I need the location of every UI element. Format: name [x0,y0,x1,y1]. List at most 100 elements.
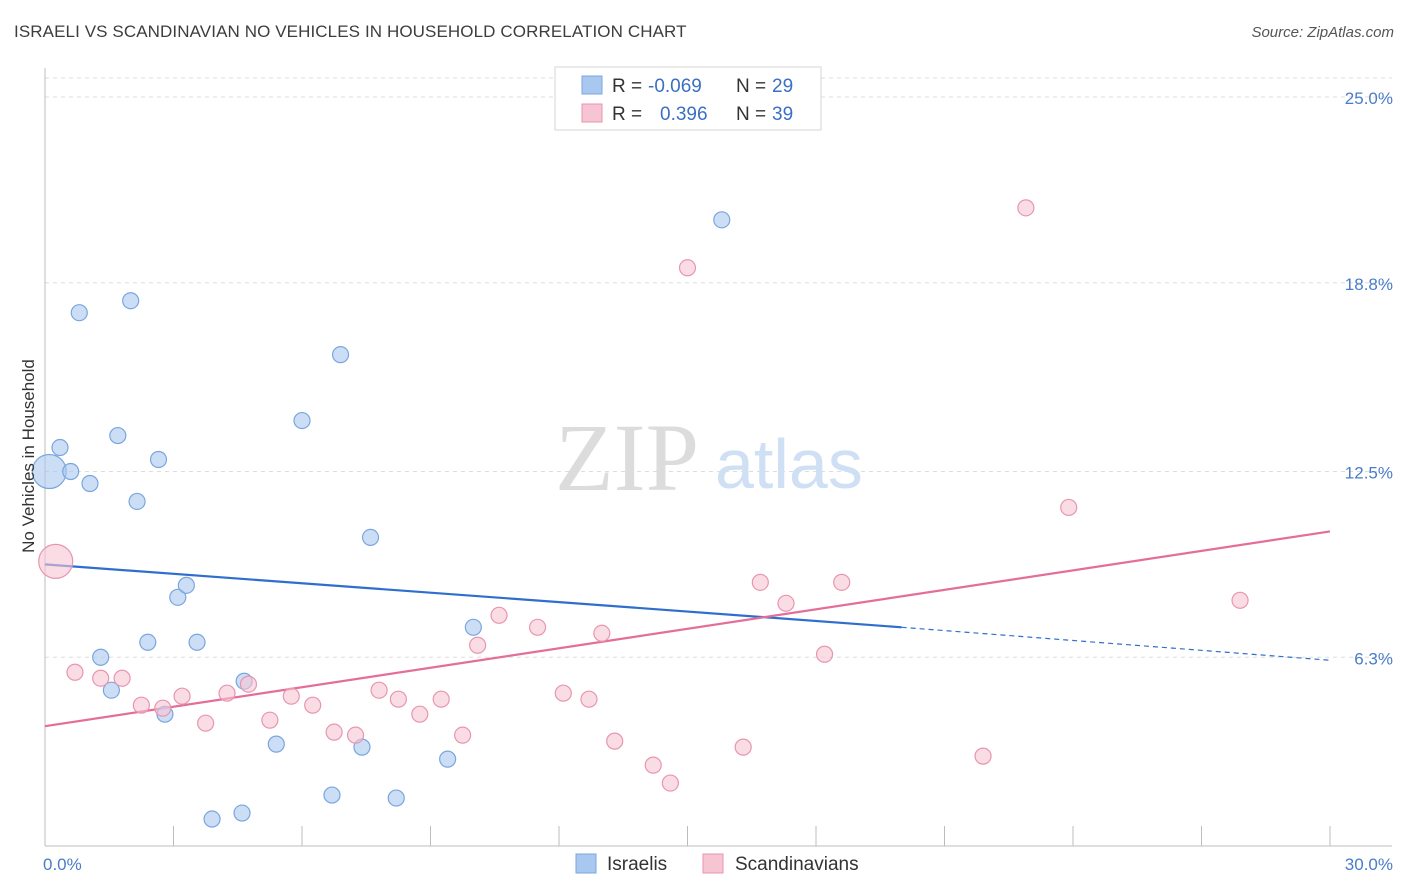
data-point-scandinavians [370,681,388,699]
data-point-israelis [109,426,127,445]
tick-labels: 6.3% 12.5% 18.8% 25.0% 0.0% 30.0% [43,89,1393,874]
bottom-legend: Israelis Scandinavians [575,853,859,875]
legend-r-value-scandinavians: 0.396 [660,104,708,125]
data-point-scandinavians [777,594,795,612]
data-point-scandinavians [346,726,365,744]
data-point-scandinavians [554,684,572,702]
data-point-israelis [387,789,405,807]
data-point-israelis [331,346,350,364]
watermark-zip: ZIP [555,404,699,511]
data-point-israelis [149,450,168,469]
trend-line-scandinavians [44,530,1331,728]
data-point-scandinavians [92,669,110,687]
data-point-scandinavians [661,774,679,792]
data-point-scandinavians [325,723,343,741]
data-point-scandinavians [593,624,611,642]
data-point-scandinavians [38,543,74,579]
data-point-scandinavians [644,756,662,774]
data-point-scandinavians [304,696,322,714]
bottom-legend-scandinavians: Scandinavians [735,854,859,875]
data-point-scandinavians [751,573,769,591]
data-point-israelis [139,633,157,651]
bottom-legend-israelis: Israelis [607,854,667,875]
data-point-scandinavians [528,618,547,636]
data-point-scandinavians [173,687,191,705]
data-point-scandinavians [197,714,215,732]
data-point-scandinavians [454,726,472,744]
data-point-israelis [267,735,285,753]
data-point-scandinavians [113,669,131,687]
data-point-israelis [128,492,146,511]
data-point-israelis [81,474,99,493]
legend-r-label-scandinavians: R = [612,104,642,125]
y-tick-label: 25.0% [1345,89,1393,108]
data-point-scandinavians [734,738,752,756]
data-point-israelis [233,804,251,822]
y-tick-label: 18.8% [1345,275,1393,294]
data-point-scandinavians [218,684,236,702]
trend-line-extension-israelis [901,626,1331,661]
watermark-atlas: atlas [715,425,863,503]
data-point-israelis [169,588,187,606]
watermark: ZIP atlas [555,404,863,511]
data-point-israelis [102,681,120,699]
data-point-israelis [464,618,482,636]
trend-line-israelis [44,563,902,629]
data-point-scandinavians [580,690,598,708]
data-points [31,199,1249,828]
bottom-legend-swatch-israelis [575,853,597,874]
y-tick-label: 6.3% [1354,649,1393,668]
data-point-scandinavians [606,732,624,750]
legend-swatch-israelis [581,75,603,95]
data-point-israelis [439,750,457,768]
data-point-scandinavians [974,747,992,765]
data-point-scandinavians [815,645,834,663]
legend-n-label-israelis: N = [736,76,766,97]
y-axis-label: No Vehicles in Household [19,359,38,553]
data-point-israelis [713,211,731,229]
legend-n-label-scandinavians: N = [736,104,766,125]
data-point-scandinavians [1060,498,1078,517]
grid-lines [45,77,1392,658]
bottom-legend-swatch-scandinavians [702,853,724,874]
x-tick-label: 30.0% [1345,855,1393,874]
trend-lines [44,530,1331,728]
data-point-israelis [62,462,80,481]
source-label: Source: ZipAtlas.com [1251,24,1394,41]
x-tick-label: 0.0% [43,855,82,874]
data-point-israelis [361,528,380,547]
data-point-scandinavians [490,606,508,624]
data-point-scandinavians [678,259,697,277]
legend-n-value-israelis: 29 [772,76,793,97]
data-point-scandinavians [411,705,429,723]
data-point-scandinavians [432,690,450,708]
data-point-scandinavians [282,687,300,705]
legend-n-value-scandinavians: 39 [772,104,793,125]
data-point-israelis [51,438,69,457]
y-tick-label: 12.5% [1345,464,1393,483]
data-point-scandinavians [833,573,851,591]
data-point-scandinavians [132,696,150,714]
data-point-israelis [293,411,311,430]
chart-title: ISRAELI VS SCANDINAVIAN NO VEHICLES IN H… [14,22,687,41]
data-point-israelis [70,304,88,322]
data-point-scandinavians [66,663,84,681]
stats-legend: R = -0.069 N = 29 R = 0.396 N = 39 [554,66,822,131]
data-point-scandinavians [1231,591,1249,609]
data-point-scandinavians [154,699,172,717]
data-point-israelis [203,810,221,828]
legend-r-value-israelis: -0.069 [648,76,702,97]
data-point-israelis [177,576,195,594]
data-point-scandinavians [261,711,279,729]
data-point-israelis [122,292,140,310]
legend-r-label-israelis: R = [612,76,642,97]
data-point-israelis [92,648,110,666]
legend-swatch-scandinavians [581,103,603,123]
data-point-israelis [323,786,341,804]
data-point-scandinavians [1017,199,1035,217]
data-point-israelis [188,633,206,651]
data-point-scandinavians [469,636,487,654]
data-point-scandinavians [389,690,407,708]
data-point-scandinavians [239,675,258,693]
